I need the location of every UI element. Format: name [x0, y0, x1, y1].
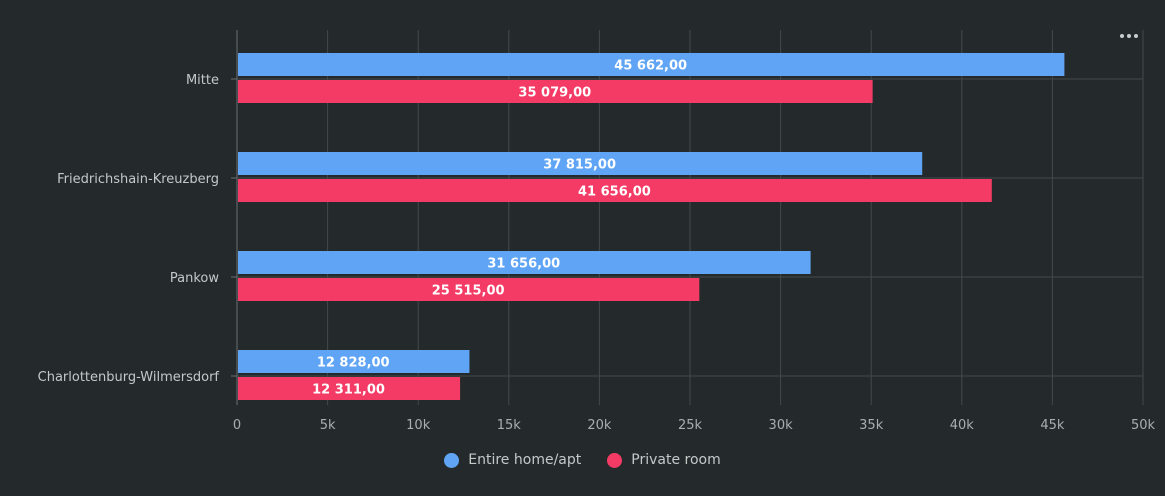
bar-data-label: 35 079,00 — [518, 86, 591, 101]
legend-item-private-room[interactable]: Private room — [607, 452, 721, 468]
dot — [1134, 34, 1138, 38]
y-category-label: Pankow — [170, 271, 219, 286]
x-tick-label: 10k — [406, 418, 431, 433]
bar — [238, 53, 1065, 76]
bar — [238, 350, 470, 373]
bar — [238, 80, 873, 103]
bar-data-label: 37 815,00 — [543, 158, 616, 173]
chart-legend: Entire home/apt Private room — [0, 452, 1165, 468]
y-category-label: Mitte — [186, 73, 219, 88]
bar — [238, 152, 923, 175]
legend-marker-private-room — [607, 452, 623, 468]
bar — [238, 251, 811, 274]
bar-data-label: 25 515,00 — [432, 284, 505, 299]
bar-data-label: 12 828,00 — [317, 356, 390, 371]
x-tick-label: 50k — [1131, 418, 1156, 433]
x-tick-label: 45k — [1040, 418, 1065, 433]
bar — [238, 278, 700, 301]
dot — [1120, 34, 1124, 38]
chart-plot: 0 5k 10k 15k 20k 25k 30k 35k 40k 45k 50k Mitte Fried… — [38, 30, 1156, 433]
bar-data-label: 45 662,00 — [614, 59, 687, 74]
x-tick-label: 20k — [587, 418, 612, 433]
x-tick-label: 25k — [678, 418, 703, 433]
legend-item-entire-home[interactable]: Entire home/apt — [444, 452, 581, 468]
x-tick-label: 40k — [950, 418, 975, 433]
x-tick-label: 15k — [497, 418, 522, 433]
bar-data-label: 12 311,00 — [312, 383, 385, 398]
chart-menu-ellipsis-icon[interactable] — [1112, 28, 1146, 44]
bar-data-label: 41 656,00 — [578, 185, 651, 200]
x-tick-label: 35k — [859, 418, 884, 433]
bar-data-label: 31 656,00 — [487, 257, 560, 272]
x-tick-label: 0 — [233, 418, 241, 433]
x-tick-label: 30k — [769, 418, 794, 433]
dot — [1127, 34, 1131, 38]
legend-marker-entire-home — [444, 452, 460, 468]
bar — [238, 179, 992, 202]
legend-label-entire-home: Entire home/apt — [468, 452, 582, 468]
y-category-label: Friedrichshain-Kreuzberg — [57, 172, 219, 187]
x-tick-label: 5k — [320, 418, 336, 433]
legend-label-private-room: Private room — [631, 452, 721, 468]
y-category-label: Charlottenburg-Wilmersdorf — [38, 370, 220, 385]
bar — [238, 377, 461, 400]
